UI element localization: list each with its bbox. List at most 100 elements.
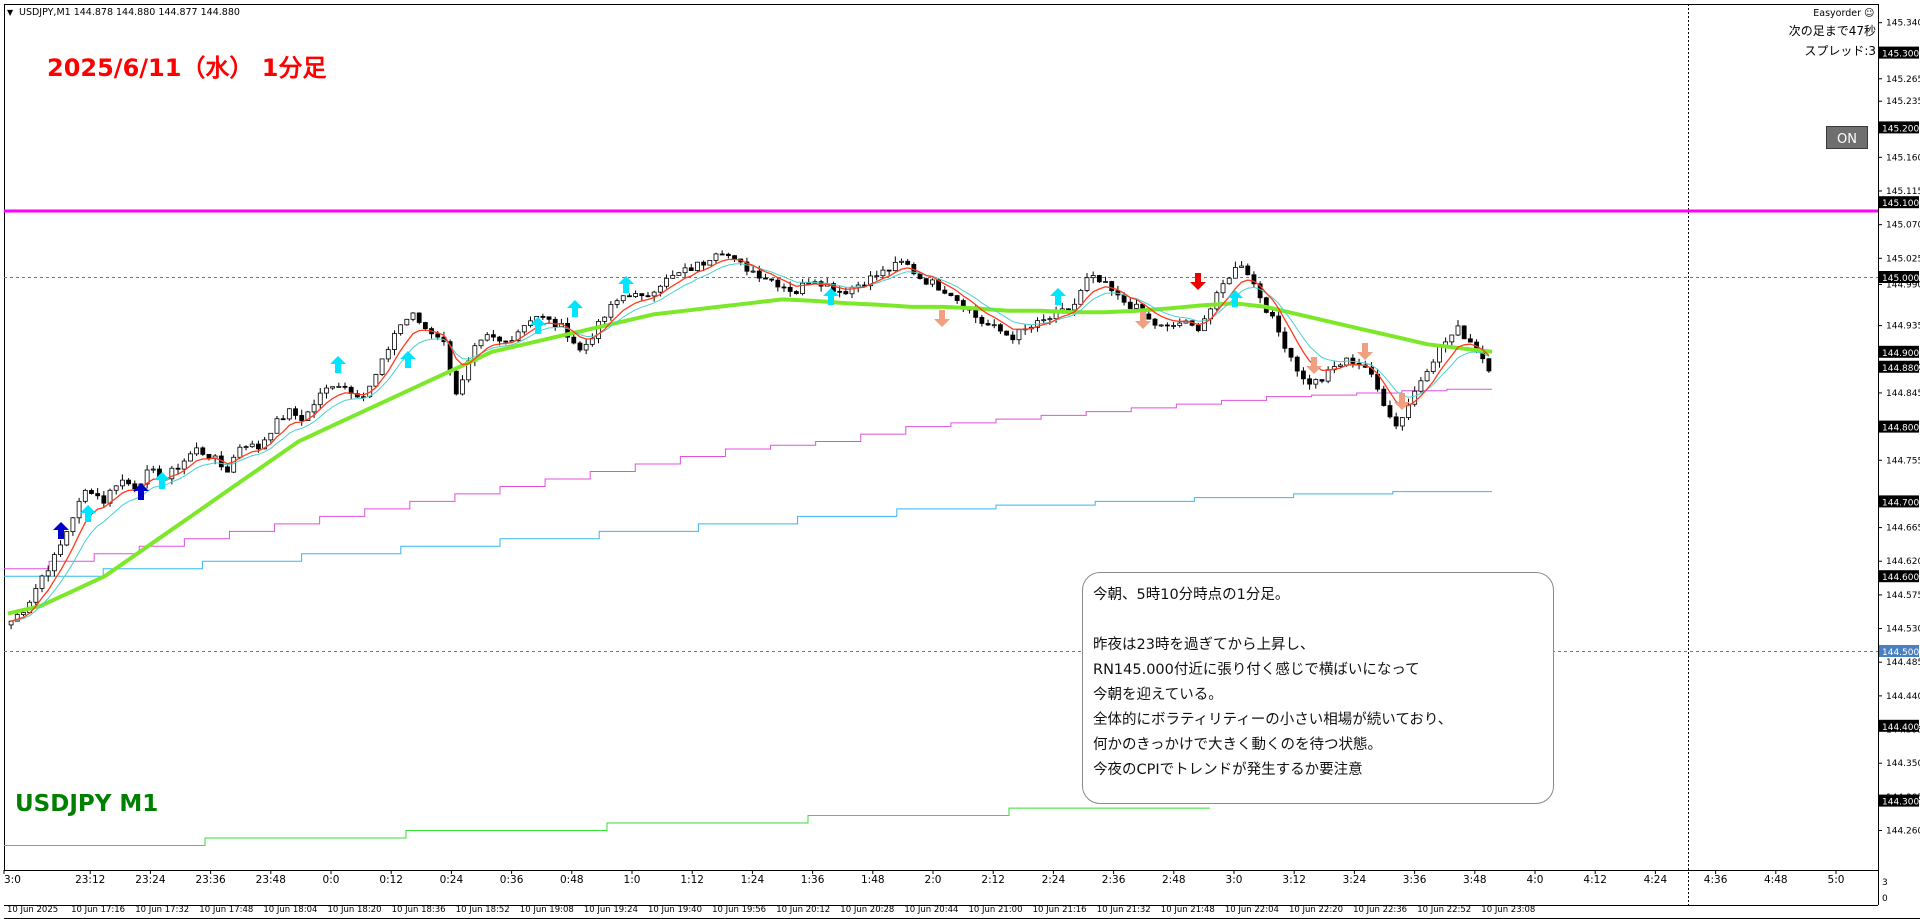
- candle: [1096, 274, 1102, 284]
- candle-body: [688, 267, 694, 271]
- candle-body: [1072, 303, 1078, 311]
- candle-body: [1467, 338, 1473, 343]
- candle: [843, 286, 849, 296]
- candle: [490, 330, 496, 342]
- candle-body: [769, 278, 775, 281]
- candle-body: [800, 282, 805, 295]
- candle: [1467, 334, 1473, 343]
- price-tick-label: 144.485: [1886, 658, 1920, 668]
- candle-body: [392, 333, 397, 350]
- candle-body: [398, 324, 404, 334]
- candle: [126, 478, 131, 486]
- price-label-box: [1879, 345, 1919, 358]
- price-label-box: [1879, 794, 1919, 807]
- candle: [521, 325, 527, 335]
- candle: [1084, 272, 1090, 293]
- candle-body: [249, 443, 255, 448]
- candle: [1152, 317, 1158, 329]
- candle: [1381, 385, 1387, 407]
- time-label: 3:48: [1463, 874, 1487, 886]
- on-button[interactable]: ON: [1837, 132, 1857, 147]
- candle-body: [1195, 324, 1201, 332]
- candle-body: [45, 570, 51, 577]
- candle: [1282, 327, 1288, 353]
- down-arrow-icon: [1394, 393, 1410, 410]
- up-arrow-icon: [530, 317, 546, 334]
- time-label: 2:36: [1102, 874, 1126, 886]
- candle: [583, 338, 589, 355]
- candle: [633, 290, 639, 299]
- candle-body: [422, 322, 428, 329]
- candle: [249, 440, 255, 448]
- candle: [528, 316, 533, 328]
- moving-averages: [7, 258, 1493, 622]
- time-label: 5:0: [1828, 874, 1845, 886]
- candle: [998, 323, 1003, 335]
- time-label: 1:36: [801, 874, 825, 886]
- candle-body: [1393, 416, 1399, 427]
- candle-body: [620, 295, 626, 302]
- candle-body: [64, 531, 70, 546]
- candle: [1331, 361, 1337, 374]
- candle-body: [645, 295, 651, 298]
- candle: [1103, 276, 1108, 283]
- candle: [150, 465, 156, 474]
- candle-body: [1387, 405, 1393, 418]
- candle: [905, 259, 911, 266]
- candle: [954, 295, 960, 305]
- candle-body: [1158, 324, 1164, 327]
- candle-body: [985, 323, 991, 326]
- price-label: 144.700: [1882, 498, 1919, 508]
- candle-body: [1047, 318, 1053, 321]
- time-axis: 3:0 23:12 23:24 23:36 23:48 0:0 0:12 0:24 0:36 0:…: [3, 870, 1845, 915]
- candle-body: [1239, 265, 1244, 268]
- commentary-box: 今朝、5時10分時点の1分足。 昨夜は23時を過ぎてから上昇し、 RN145.0…: [1082, 572, 1554, 804]
- candle-body: [101, 495, 107, 504]
- up-arrow-icon: [567, 300, 583, 317]
- candle-body: [126, 479, 131, 485]
- candle-body: [305, 411, 311, 421]
- candle: [886, 269, 892, 276]
- candle-body: [627, 295, 632, 298]
- candle: [930, 278, 935, 288]
- candle: [76, 497, 82, 524]
- candle-body: [657, 285, 663, 293]
- candle: [175, 463, 181, 475]
- candle: [763, 273, 768, 280]
- candle: [1232, 261, 1238, 279]
- candle-body: [651, 291, 657, 297]
- note-line: 昨夜は23時を過ぎてから上昇し、: [1093, 637, 1315, 653]
- candle-body: [1010, 334, 1016, 341]
- candle: [806, 278, 812, 286]
- time-label: 1:0: [624, 874, 641, 886]
- price-label: 144.800: [1882, 424, 1919, 434]
- candle-body: [342, 385, 348, 388]
- candle: [577, 341, 583, 353]
- candle-body: [21, 612, 26, 615]
- candle: [1004, 330, 1010, 336]
- next-bar-timer: 次の足まで47秒: [1789, 24, 1876, 38]
- candle-body: [614, 300, 620, 305]
- candle-body: [930, 279, 935, 285]
- candle-body: [1251, 274, 1257, 285]
- price-label: 145.000: [1882, 274, 1919, 284]
- candle-body: [583, 343, 589, 351]
- time-date-label: 10 Jun 17:48: [199, 905, 253, 915]
- candle-body: [682, 267, 688, 274]
- time-date-label: 10 Jun 18:20: [328, 905, 382, 915]
- on-button-bg[interactable]: [1826, 126, 1868, 149]
- candle-body: [719, 253, 725, 256]
- price-label: 144.500: [1882, 648, 1919, 658]
- candle-body: [280, 418, 286, 421]
- candle-body: [540, 316, 546, 318]
- candle: [1288, 347, 1294, 362]
- candle-body: [70, 517, 76, 532]
- time-date-label: 10 Jun 20:44: [904, 905, 958, 915]
- candle-body: [1004, 330, 1010, 336]
- candle: [280, 414, 286, 421]
- time-date-label: 10 Jun 18:04: [263, 905, 317, 915]
- candle: [243, 445, 249, 451]
- candle: [1406, 398, 1411, 420]
- symbol-dropdown-icon[interactable]: ▼: [7, 8, 14, 17]
